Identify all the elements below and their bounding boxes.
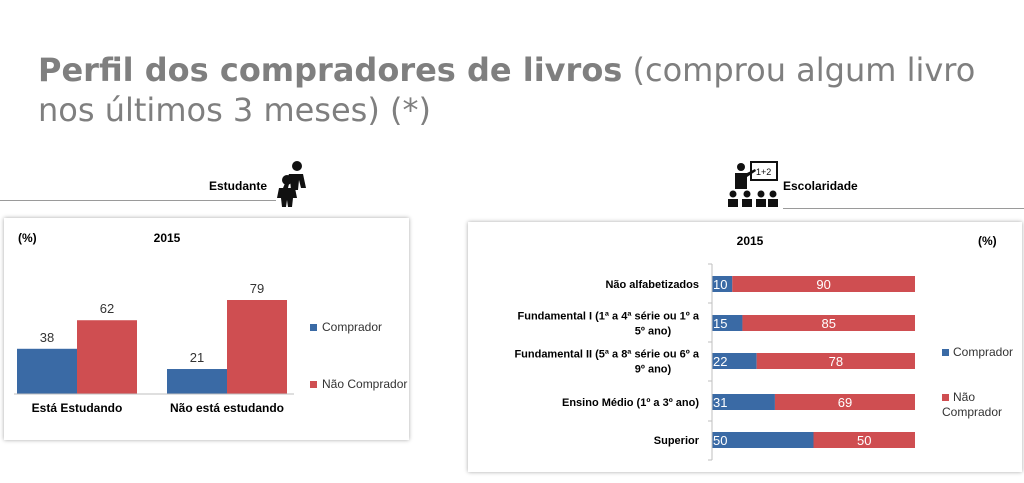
legend-swatch [310,324,317,331]
section-divider-left [0,200,276,201]
data-label: 62 [100,301,114,316]
page-title-rest: (comprou algum livro nos últimos 3 meses… [38,51,976,129]
data-label: 15 [713,316,727,331]
data-label: 31 [713,395,727,410]
category-label: Não está estudando [170,401,284,415]
legend-swatch [310,381,317,388]
category-label-line: Fundamental I (1ª a 4ª série ou 1º a [518,311,700,323]
category-label: Superior [654,435,700,447]
unit-label: (%) [18,231,37,245]
legend-swatch [942,349,949,356]
chart-escolaridade: 2015 (%) 10 90 Não alfabetizados 15 85 Fundamen… [514,234,1013,461]
bar-comprador-1 [712,315,743,331]
data-label: 22 [713,354,727,369]
bar-nao-comprador-0 [77,320,137,394]
data-label: 90 [816,277,830,292]
board-text-icon: 1+2 [756,167,771,177]
legend-swatch [942,394,949,401]
bar-comprador-2 [712,353,757,369]
chart-estudante: (%) 2015 38 62 Está Estudando 21 79 Não está es… [14,231,407,415]
category-label: Está Estudando [32,401,123,415]
bar-nao-comprador-1 [227,300,287,394]
category-label-line: Ensino Médio (1º a 3º ano) [562,397,699,409]
category-label-line: Fundamental II (5ª a 8ª série ou 6º a [514,349,699,361]
data-label: 38 [40,330,54,345]
chart-panel-escolaridade: 2015 (%) 10 90 Não alfabetizados 15 85 Fundamen… [468,222,1022,472]
data-label: 50 [713,433,727,448]
chart-title: 2015 [154,231,181,245]
category-label-line: 9º ano) [635,364,672,376]
data-label: 21 [190,350,204,365]
section-divider-right [783,208,1024,209]
chart-panel-estudante: (%) 2015 38 62 Está Estudando 21 79 Não está es… [4,218,409,440]
data-label: 85 [821,316,835,331]
bar-nao-comprador-3 [774,394,915,410]
page-title: Perfil dos compradores de livros (compro… [38,50,1008,130]
chart-title: 2015 [737,234,764,248]
bar-comprador-1 [167,369,227,394]
page-title-bold: Perfil dos compradores de livros [38,51,623,89]
category-label-line: 5º ano) [635,326,672,338]
data-label: 79 [250,281,264,296]
category-label-line: Superior [654,435,700,447]
bar-comprador-0 [17,348,77,394]
section-label-estudante: Estudante [209,179,268,193]
bar-nao-comprador-2 [756,353,915,369]
students-icon [277,161,306,207]
data-label: 10 [713,277,727,292]
data-label: 78 [829,354,843,369]
section-label-escolaridade: Escolaridade [783,179,858,193]
bar-comprador-0 [712,276,733,292]
bar-nao-comprador-0 [732,276,915,292]
legend-label-line: Comprador [942,405,1002,419]
legend-label: Comprador [322,320,382,334]
legend-label: Comprador [953,345,1013,359]
legend-label: Não Comprador [942,390,1002,419]
bar-comprador-4 [712,432,814,448]
data-label: 50 [857,433,871,448]
category-label: Fundamental II (5ª a 8ª série ou 6º a 9º … [514,349,699,376]
category-label-line: Não alfabetizados [605,279,699,291]
category-label: Fundamental I (1ª a 4ª série ou 1º a 5º a… [518,311,700,338]
classroom-teacher-icon: 1+2 [728,161,778,207]
legend-label: Não Comprador [322,377,407,391]
legend-label-line: Não [953,390,975,404]
data-label: 69 [838,395,852,410]
category-label: Não alfabetizados [605,279,699,291]
bar-nao-comprador-1 [742,315,915,331]
bar-nao-comprador-4 [813,432,915,448]
category-label: Ensino Médio (1º a 3º ano) [562,397,699,409]
unit-label: (%) [978,234,997,248]
bar-comprador-3 [712,394,775,410]
